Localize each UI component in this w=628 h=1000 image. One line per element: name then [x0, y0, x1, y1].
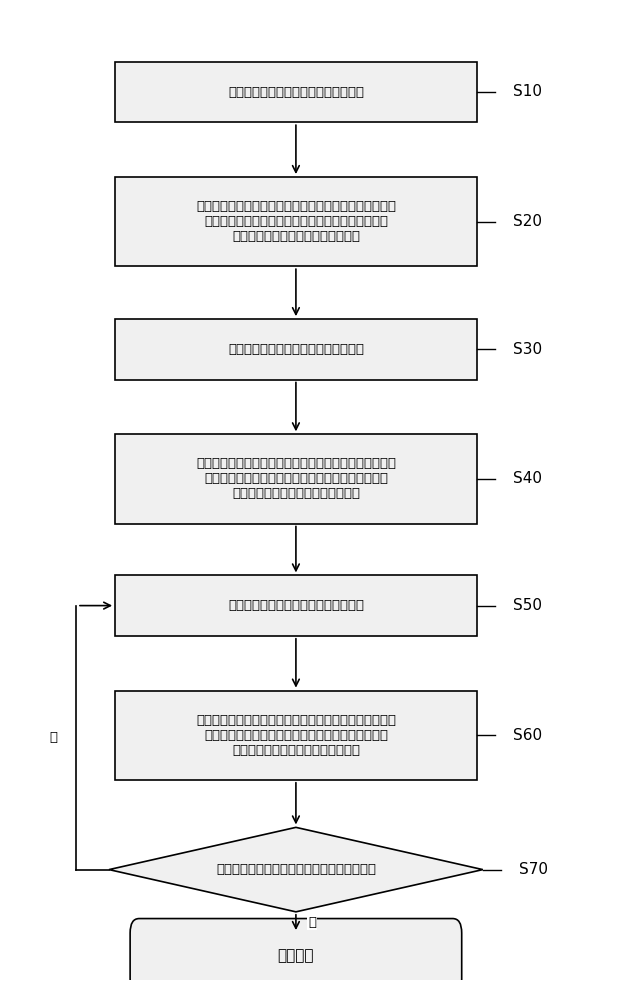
Text: 在遥控设备的码型库中检索与所述红外码型请求指令匹配
的第二码型库在遥控设备的码型库中检索与所述第二
红外码型请求指令匹配的第二码型库: 在遥控设备的码型库中检索与所述红外码型请求指令匹配 的第二码型库在遥控设备的码型…	[196, 457, 396, 500]
Text: 在遥控设备的码型库中检索与所述红外码型请求指令匹配
的第三码型库在遥控设备的码型库中检索与所述第三
红外码型请求指令匹配的第三码型库: 在遥控设备的码型库中检索与所述红外码型请求指令匹配 的第三码型库在遥控设备的码型…	[196, 714, 396, 757]
FancyBboxPatch shape	[115, 319, 477, 380]
FancyBboxPatch shape	[115, 62, 477, 122]
FancyBboxPatch shape	[115, 575, 477, 636]
FancyBboxPatch shape	[115, 691, 477, 780]
Text: S30: S30	[513, 342, 542, 357]
Text: 在遥控设备的码型库中检索与所述红外码型请求指令匹配
的第一码型库在遥控设备的码型库中检索与所述第一
红外码型请求指令匹配的第一码型库: 在遥控设备的码型库中检索与所述红外码型请求指令匹配 的第一码型库在遥控设备的码型…	[196, 200, 396, 243]
Text: S50: S50	[513, 598, 542, 613]
Text: S20: S20	[513, 214, 542, 229]
Text: S40: S40	[513, 471, 542, 486]
Text: 接收用户发送的第二红外码型请求指令: 接收用户发送的第二红外码型请求指令	[228, 343, 364, 356]
Text: S70: S70	[519, 862, 548, 877]
FancyBboxPatch shape	[115, 177, 477, 266]
Text: 判断所述第三码型库包含套码数量是否为一个: 判断所述第三码型库包含套码数量是否为一个	[216, 863, 376, 876]
Text: S60: S60	[513, 728, 542, 743]
Text: 匹配完成: 匹配完成	[278, 948, 314, 964]
FancyBboxPatch shape	[130, 919, 462, 993]
Text: 否: 否	[50, 731, 58, 744]
Text: 是: 是	[308, 916, 316, 929]
FancyBboxPatch shape	[115, 434, 477, 524]
Text: 接收用户发送的第三红外码型请求指令: 接收用户发送的第三红外码型请求指令	[228, 599, 364, 612]
Text: 接收用户发送的第一红外码型请求指令: 接收用户发送的第一红外码型请求指令	[228, 86, 364, 99]
Text: S10: S10	[513, 85, 542, 100]
Polygon shape	[109, 827, 483, 912]
